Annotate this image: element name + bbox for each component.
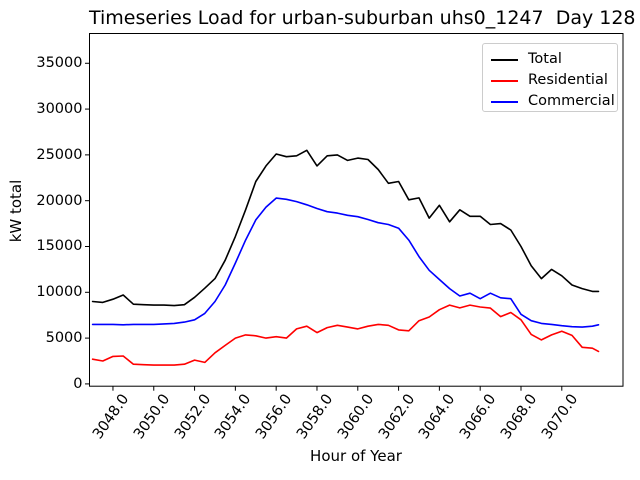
legend-line-commercial: [491, 100, 518, 103]
legend-item-total: Total: [491, 49, 617, 70]
y-tick-label: 10000: [36, 284, 83, 301]
legend-label-total: Total: [528, 51, 562, 68]
legend-item-commercial: Commercial: [491, 91, 617, 112]
y-tick-label: 5000: [45, 330, 83, 347]
y-tick-label: 35000: [36, 55, 83, 72]
legend-line-total: [491, 58, 518, 61]
y-tick-label: 15000: [36, 238, 83, 255]
series-line-commercial: [91, 197, 600, 328]
legend-label-commercial: Commercial: [528, 93, 615, 110]
x-axis-label: Hour of Year: [310, 447, 402, 465]
axes-frame: [89, 33, 624, 387]
legend-label-residential: Residential: [528, 72, 608, 89]
series-line-total: [91, 149, 600, 307]
legend: Total Residential Commercial: [482, 43, 618, 112]
y-tick-label: 20000: [36, 192, 83, 209]
y-tick-label: 25000: [36, 146, 83, 163]
y-tick-label: 30000: [36, 101, 83, 118]
legend-line-residential: [491, 79, 518, 82]
series-line-residential: [91, 304, 600, 366]
y-tick-label: 0: [73, 375, 83, 392]
chart-title: Timeseries Load for urban-suburban uhs0_…: [89, 7, 636, 29]
legend-item-residential: Residential: [491, 70, 617, 91]
